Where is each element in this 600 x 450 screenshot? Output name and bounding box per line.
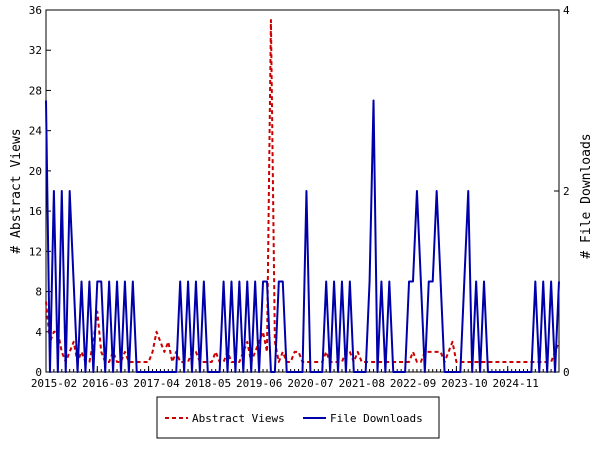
x-tick-label: 2017-04 — [133, 377, 180, 390]
series-line-file-downloads — [45, 99, 560, 373]
y-right-tick-label: 2 — [563, 185, 570, 198]
x-tick-label: 2024-11 — [493, 377, 539, 390]
x-tick-label: 2016-03 — [82, 377, 128, 390]
y-axis-left-title: # Abstract Views — [9, 128, 24, 253]
left-axis: 0 4 8 12 16 20 24 28 32 36 — [29, 4, 51, 379]
x-tick-label: 2021-08 — [339, 377, 385, 390]
x-tick-label: 2015-02 — [31, 377, 77, 390]
y-right-tick-label: 0 — [563, 366, 570, 379]
legend-box — [156, 396, 440, 439]
x-tick-label: 2018-05 — [185, 377, 231, 390]
y-left-tick-label: 8 — [35, 286, 42, 299]
y-left-tick-label: 0 — [35, 366, 42, 379]
y-left-tick-label: 32 — [29, 44, 42, 57]
legend-label-abstract-views: Abstract Views — [192, 412, 285, 425]
x-tick-label: 2020-07 — [287, 377, 333, 390]
y-left-tick-label: 20 — [29, 165, 42, 178]
y-left-tick-label: 36 — [29, 4, 42, 17]
y-axis-right-title: # File Downloads — [579, 133, 594, 258]
series-layer — [45, 19, 560, 373]
y-right-tick-label: 4 — [563, 4, 570, 17]
y-left-tick-label: 4 — [35, 326, 42, 339]
legend: Abstract Views File Downloads — [156, 396, 440, 439]
y-left-tick-label: 28 — [29, 84, 42, 97]
x-axis: 2015-02 2016-03 2017-04 2018-05 2019-06 2020-… — [31, 366, 560, 390]
x-tick-label: 2023-10 — [441, 377, 487, 390]
x-tick-label: 2022-09 — [390, 377, 436, 390]
y-left-tick-label: 12 — [29, 245, 42, 258]
y-left-tick-label: 16 — [29, 205, 42, 218]
x-tick-label: 2019-06 — [236, 377, 282, 390]
y-left-tick-label: 24 — [29, 125, 43, 138]
legend-label-file-downloads: File Downloads — [330, 412, 423, 425]
